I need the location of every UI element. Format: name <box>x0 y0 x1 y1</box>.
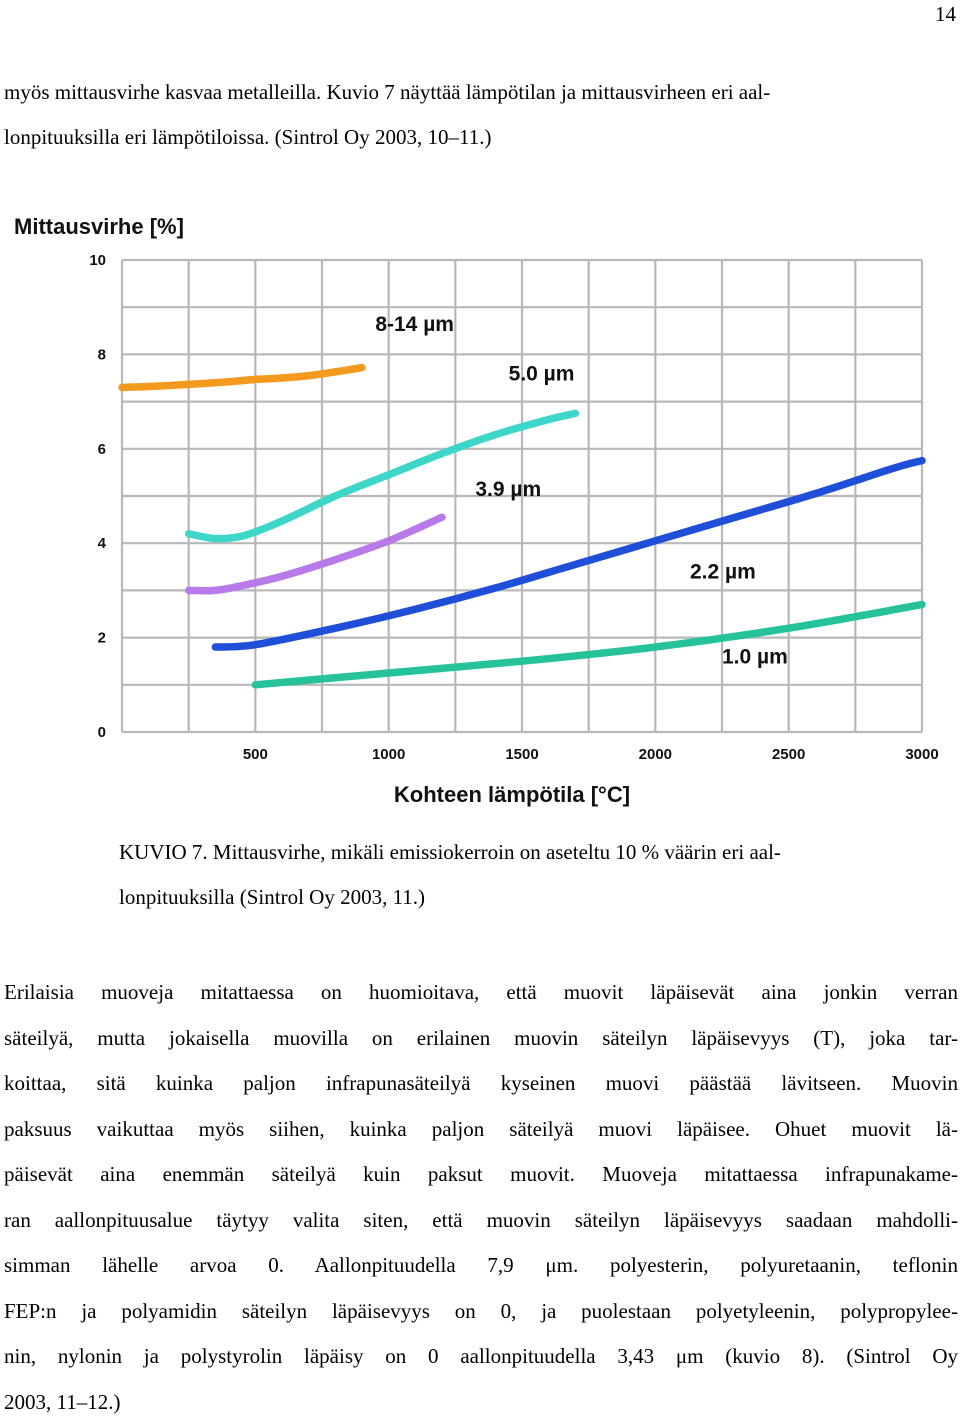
body-line: päisevät aina enemmän säteilyä kuin paks… <box>4 1152 958 1198</box>
x-tick-label: 3000 <box>905 746 938 763</box>
y-tick-label: 2 <box>98 630 106 647</box>
y-axis-title: Mittausvirhe [%] <box>14 214 184 239</box>
series-label: 5.0 µm <box>509 362 575 385</box>
y-tick-label: 10 <box>89 252 106 269</box>
body-line: simman lähelle arvoa 0. Aallonpituudella… <box>4 1243 958 1289</box>
body-paragraph: Erilaisia muoveja mitattaessa on huomioi… <box>4 970 958 1425</box>
y-tick-label: 8 <box>98 346 106 363</box>
series-line <box>189 517 442 591</box>
body-line: ran aallonpituusalue täytyy valita siten… <box>4 1198 958 1244</box>
body-line: säteilyä, mutta jokaisella muovilla on e… <box>4 1016 958 1062</box>
figure-caption: KUVIO 7. Mittausvirhe, mikäli emissioker… <box>119 830 954 920</box>
figure-chart: Mittausvirhe [%] 8-14 µm 5.0 µm 3.9 µm 2.2 … <box>0 200 960 820</box>
series-labels: 8-14 µm 5.0 µm 3.9 µm 2.2 µm 1.0 µm <box>375 313 787 669</box>
series-label: 3.9 µm <box>475 478 541 501</box>
series-label: 8-14 µm <box>375 313 454 336</box>
page-number: 14 <box>935 2 956 27</box>
intro-line: lonpituuksilla eri lämpötiloissa. (Sintr… <box>4 115 954 160</box>
x-axis-title: Kohteen lämpötila [°C] <box>394 782 630 807</box>
x-tick-label: 2000 <box>639 746 672 763</box>
body-line: FEP:n ja polyamidin säteilyn läpäisevyys… <box>4 1289 958 1335</box>
series-label: 2.2 µm <box>690 561 756 584</box>
x-tick-label: 1000 <box>372 746 405 763</box>
x-tick-label: 500 <box>243 746 268 763</box>
series-label: 1.0 µm <box>722 646 788 669</box>
body-line: 2003, 11–12.) <box>4 1380 958 1425</box>
y-tick-label: 0 <box>98 724 106 741</box>
series-line <box>122 368 362 388</box>
body-line: koittaa, sitä kuinka paljon infrapunasät… <box>4 1061 958 1107</box>
tick-labels: 500 1000 1500 2000 2500 3000 0 2 4 6 8 10 <box>89 252 938 763</box>
body-line: Erilaisia muoveja mitattaessa on huomioi… <box>4 970 958 1016</box>
body-line: paksuus vaikuttaa myös siihen, kuinka pa… <box>4 1107 958 1153</box>
caption-line: KUVIO 7. Mittausvirhe, mikäli emissioker… <box>119 830 954 875</box>
chart-svg: Mittausvirhe [%] 8-14 µm 5.0 µm 3.9 µm 2.2 … <box>0 200 960 820</box>
x-tick-label: 2500 <box>772 746 805 763</box>
y-tick-label: 6 <box>98 441 106 458</box>
series-line <box>189 413 576 538</box>
caption-line: lonpituuksilla (Sintrol Oy 2003, 11.) <box>119 875 954 920</box>
y-tick-label: 4 <box>98 535 107 552</box>
intro-paragraph: myös mittausvirhe kasvaa metalleilla. Ku… <box>4 70 954 160</box>
intro-line: myös mittausvirhe kasvaa metalleilla. Ku… <box>4 70 954 115</box>
body-line: nin, nylonin ja polystyrolin läpäisy on … <box>4 1334 958 1380</box>
x-tick-label: 1500 <box>505 746 538 763</box>
